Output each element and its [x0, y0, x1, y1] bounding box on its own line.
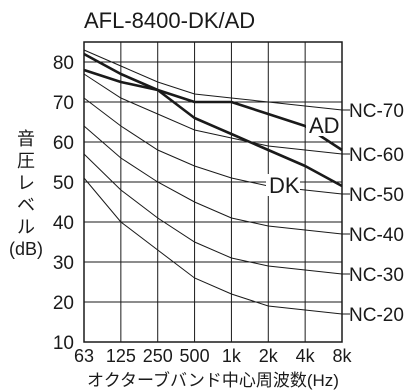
nc-label: NC-30 [349, 265, 404, 286]
series-line [83, 52, 343, 152]
nc-curve [83, 49, 343, 111]
x-tick-label: 125 [106, 346, 136, 366]
plot-frame [83, 41, 343, 343]
chart-title: AFL-8400-DK/AD [84, 8, 255, 33]
y-tick-labels: 10 20 30 40 50 60 70 80 [53, 53, 74, 354]
x-tick-label: 63 [74, 346, 94, 366]
y-tick-label: 80 [53, 53, 74, 74]
x-tick-labels: 63 125 250 500 1k 2k 4k 8k [74, 346, 353, 366]
x-tick-label: 8k [332, 346, 352, 366]
nc-label: NC-70 [349, 101, 404, 122]
nc-curve [83, 73, 343, 155]
y-axis-label-part: (dB) [9, 239, 43, 259]
y-tick-label: 10 [53, 333, 74, 354]
series-line [83, 68, 343, 188]
x-axis-label: オクターブバンド中心周波数(Hz) [87, 370, 339, 390]
nc-curve [83, 177, 343, 315]
x-tick-label: 1k [222, 346, 242, 366]
y-tick-label: 20 [53, 293, 74, 314]
nc-curve [83, 125, 343, 235]
y-axis-label-part: ル [17, 217, 35, 237]
y-tick-label: 40 [53, 213, 74, 234]
series-label-bg [266, 174, 300, 196]
x-tick-label: 250 [143, 346, 173, 366]
data-series [83, 52, 343, 188]
series-label: DK [269, 173, 300, 198]
y-axis-label-part: ベ [17, 195, 35, 215]
nc-curve [83, 153, 343, 275]
x-tick-label: 500 [180, 346, 210, 366]
y-tick-label: 60 [53, 133, 74, 154]
nc-label: NC-20 [349, 305, 404, 326]
nc-label: NC-50 [349, 185, 404, 206]
y-axis-label-part: 圧 [17, 151, 35, 171]
y-axis-label-part: レ [17, 173, 35, 193]
nc-label: NC-40 [349, 225, 404, 246]
y-tick-label: 70 [53, 93, 74, 114]
series-label: AD [309, 113, 340, 138]
nc-curve [83, 97, 343, 195]
x-tick-label: 4k [296, 346, 316, 366]
nc-labels: NC-70 NC-60 NC-50 NC-40 NC-30 NC-20 [342, 101, 404, 326]
series-label-bg [306, 114, 340, 136]
x-tick-label: 2k [259, 346, 279, 366]
y-tick-label: 50 [53, 173, 74, 194]
series-labels: AD DK [266, 113, 340, 198]
nc-label: NC-60 [349, 145, 404, 166]
nc-curves [83, 49, 343, 315]
y-axis-label-part: 音 [17, 129, 35, 149]
y-tick-label: 30 [53, 253, 74, 274]
